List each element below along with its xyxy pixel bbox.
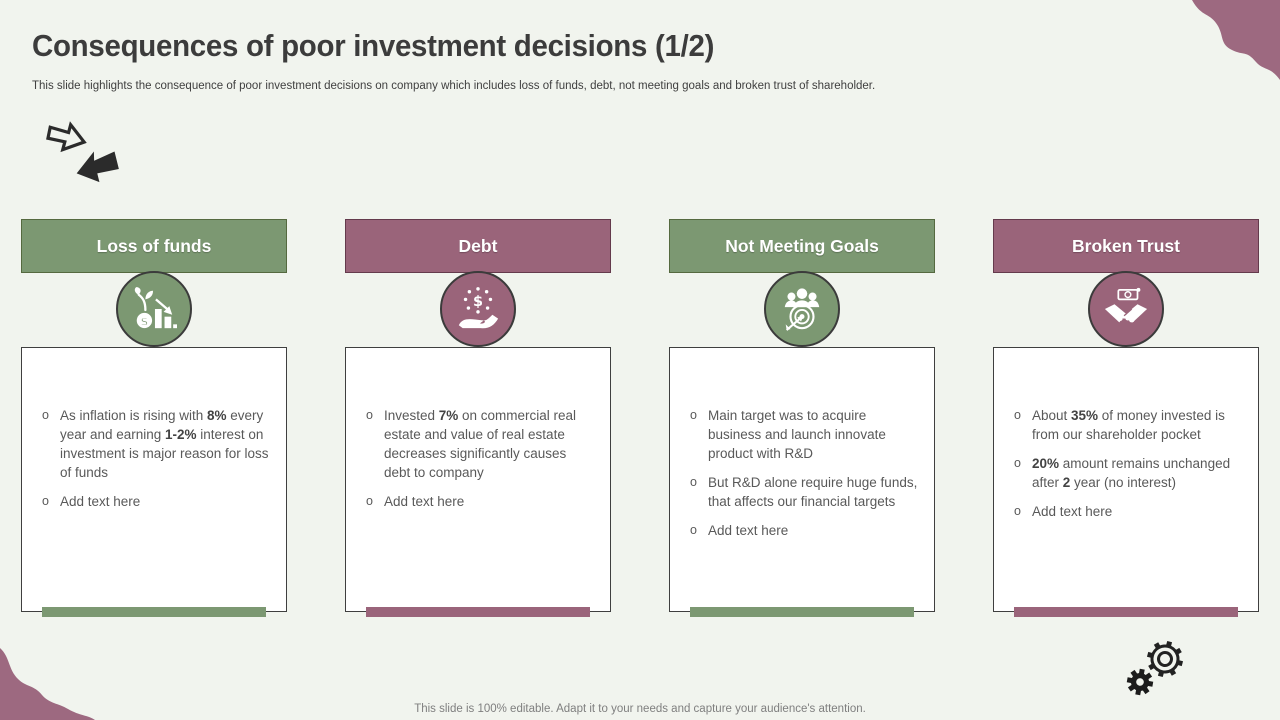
column-header-label: Broken Trust (1072, 235, 1180, 256)
column-broken-trust: Broken Trust (993, 219, 1259, 619)
accent-bar (42, 607, 266, 617)
column-not-meeting-goals: Not Meeting Goals (669, 219, 935, 619)
accent-bar (1014, 607, 1238, 617)
bullet-item: 20% amount remains unchanged after 2 yea… (1014, 454, 1242, 492)
bullet-item: Add text here (690, 521, 918, 540)
bullet-list: About 35% of money invested is from our … (1014, 406, 1242, 521)
bullet-item: Add text here (366, 492, 594, 511)
bullet-item: Add text here (42, 492, 270, 511)
handshake-money-icon (1088, 271, 1164, 347)
bullet-item: As inflation is rising with 8% every yea… (42, 406, 270, 482)
accent-bar (366, 607, 590, 617)
svg-text:$: $ (140, 314, 148, 328)
team-target-icon (764, 271, 840, 347)
hand-dollar-icon: $ (440, 271, 516, 347)
column-header: Broken Trust (993, 219, 1259, 273)
accent-bar (690, 607, 914, 617)
bullet-item: About 35% of money invested is from our … (1014, 406, 1242, 444)
svg-text:$: $ (473, 294, 483, 310)
page-subtitle: This slide highlights the consequence of… (32, 80, 876, 92)
bullet-item: Add text here (1014, 502, 1242, 521)
page-title: Consequences of poor investment decision… (32, 28, 715, 63)
footer-note: This slide is 100% editable. Adapt it to… (414, 703, 866, 715)
bullet-item: Invested 7% on commercial real estate an… (366, 406, 594, 482)
column-header: Not Meeting Goals (669, 219, 935, 273)
column-debt: Debt $ Invested 7% on commercial real es… (345, 219, 611, 619)
bullet-list: As inflation is rising with 8% every yea… (42, 406, 270, 511)
column-loss-of-funds: Loss of funds $ (21, 219, 287, 619)
column-header-label: Not Meeting Goals (725, 235, 879, 256)
bullet-list: Main target was to acquire business and … (690, 406, 918, 540)
bullet-item: Main target was to acquire business and … (690, 406, 918, 463)
column-header-label: Loss of funds (96, 235, 212, 256)
column-header: Debt (345, 219, 611, 273)
bullet-item: But R&D alone require huge funds, that a… (690, 473, 918, 511)
column-header: Loss of funds (21, 219, 287, 273)
corner-blob-top-right (1192, 0, 1280, 80)
text-card: Main target was to acquire business and … (669, 347, 935, 612)
text-card: As inflation is rising with 8% every yea… (21, 347, 287, 612)
money-plant-decline-icon: $ (116, 271, 192, 347)
gears-icon (1126, 640, 1184, 696)
bullet-list: Invested 7% on commercial real estate an… (366, 406, 594, 511)
double-arrow-icon (46, 121, 119, 183)
text-card: About 35% of money invested is from our … (993, 347, 1259, 612)
column-header-label: Debt (458, 235, 498, 256)
text-card: Invested 7% on commercial real estate an… (345, 347, 611, 612)
